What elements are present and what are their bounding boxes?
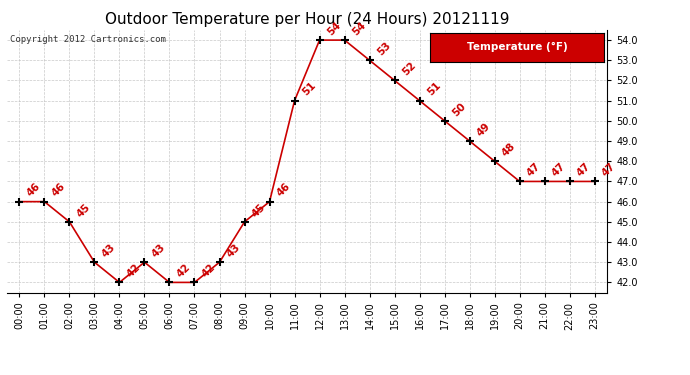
Text: 42: 42 [175, 262, 193, 280]
Text: 51: 51 [425, 81, 442, 98]
Text: 52: 52 [400, 60, 417, 78]
Text: 50: 50 [450, 101, 468, 118]
Text: 47: 47 [575, 161, 593, 178]
Text: 47: 47 [600, 161, 618, 178]
Text: 47: 47 [550, 161, 568, 178]
Text: 45: 45 [75, 202, 92, 219]
Text: 49: 49 [475, 121, 493, 138]
Text: 51: 51 [300, 81, 317, 98]
Text: 54: 54 [350, 20, 368, 38]
Text: 46: 46 [25, 182, 42, 199]
Text: 43: 43 [100, 242, 117, 260]
Text: 46: 46 [275, 182, 293, 199]
Text: 43: 43 [225, 242, 242, 260]
Text: 47: 47 [525, 161, 543, 178]
Text: 53: 53 [375, 40, 393, 57]
Text: 48: 48 [500, 141, 518, 159]
Text: 46: 46 [50, 182, 68, 199]
Text: 42: 42 [200, 262, 217, 280]
Text: 43: 43 [150, 242, 168, 260]
Text: 54: 54 [325, 20, 342, 38]
Text: 42: 42 [125, 262, 142, 280]
Text: Copyright 2012 Cartronics.com: Copyright 2012 Cartronics.com [10, 35, 166, 44]
Text: 45: 45 [250, 202, 268, 219]
Title: Outdoor Temperature per Hour (24 Hours) 20121119: Outdoor Temperature per Hour (24 Hours) … [105, 12, 509, 27]
